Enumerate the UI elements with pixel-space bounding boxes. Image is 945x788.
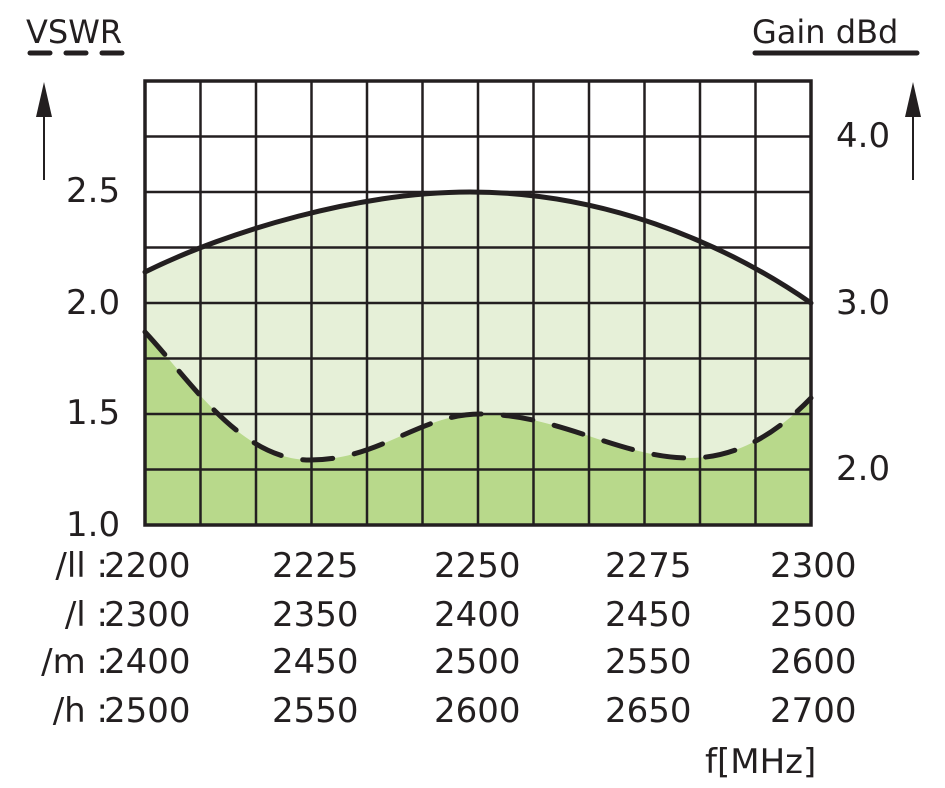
freq-tick: 2400 <box>434 595 521 635</box>
vswr-axis-title: VSWR <box>26 13 123 51</box>
freq-tick: 2550 <box>272 691 359 731</box>
freq-tick: 2300 <box>104 595 191 635</box>
freq-tick: 2650 <box>605 691 692 731</box>
freq-tick: 2500 <box>104 691 191 731</box>
vswr-tick-1-5: 1.5 <box>66 393 121 433</box>
band-label: /h : <box>52 691 108 731</box>
freq-tick: 2500 <box>770 595 857 635</box>
gain-tick-4-0: 4.0 <box>836 116 891 156</box>
gain-up-arrow-icon <box>905 82 921 180</box>
freq-tick: 2225 <box>272 546 359 586</box>
gain-curve <box>142 189 814 306</box>
vswr-tick-2-5: 2.5 <box>66 171 121 211</box>
freq-tick: 2550 <box>605 642 692 682</box>
vswr-tick-2-0: 2.0 <box>66 283 121 323</box>
freq-tick: 2450 <box>272 642 359 682</box>
vswr-up-arrow-icon <box>36 82 52 180</box>
x-axis-label: f[MHz] <box>705 742 817 782</box>
freq-tick: 2200 <box>104 546 191 586</box>
band-label: /m : <box>41 642 108 682</box>
freq-tick: 2300 <box>770 546 857 586</box>
freq-tick: 2350 <box>272 595 359 635</box>
freq-tick: 2600 <box>434 691 521 731</box>
freq-tick: 2275 <box>605 546 692 586</box>
band-label: /l : <box>64 595 108 635</box>
freq-tick: 2250 <box>434 546 521 586</box>
freq-tick: 2600 <box>770 642 857 682</box>
band-label: /ll : <box>55 546 108 586</box>
freq-tick: 2400 <box>104 642 191 682</box>
freq-tick: 2700 <box>770 691 857 731</box>
gain-tick-3-0: 3.0 <box>836 283 891 323</box>
freq-tick: 2500 <box>434 642 521 682</box>
vswr-tick-1-0: 1.0 <box>66 505 121 545</box>
freq-tick: 2450 <box>605 595 692 635</box>
gain-tick-2-0: 2.0 <box>836 449 891 489</box>
vswr-curve <box>142 329 814 463</box>
gain-axis-title: Gain dBd <box>752 13 899 51</box>
